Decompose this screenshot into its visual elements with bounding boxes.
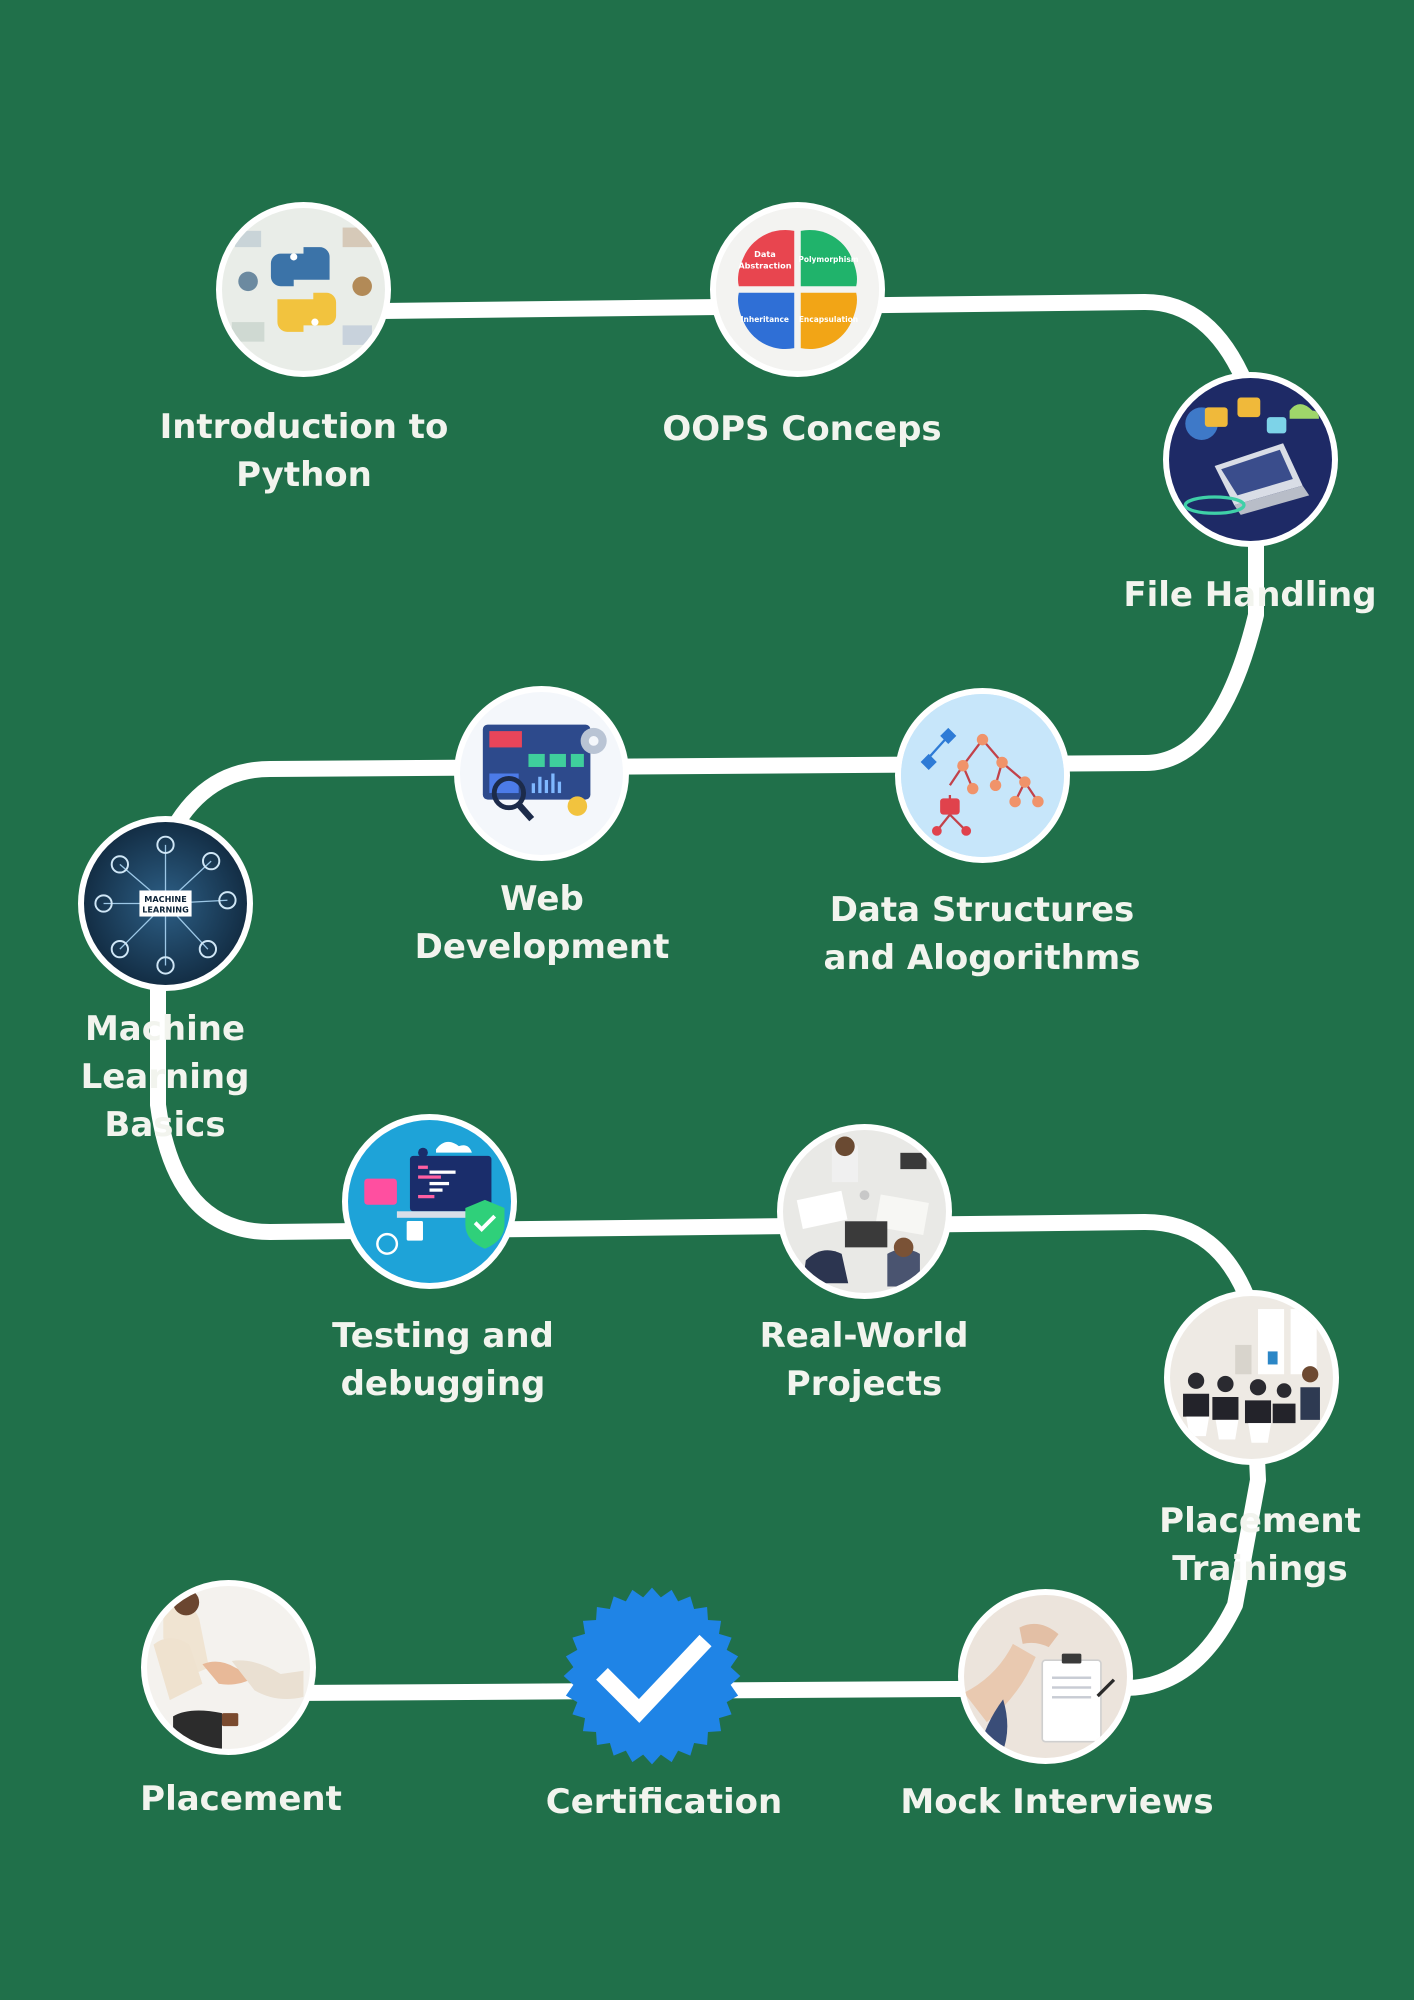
svg-text:Polymorphism: Polymorphism [798,255,858,264]
step-label: Certification [545,1782,783,1822]
svg-text:Encapsulation: Encapsulation [799,315,858,324]
step-label: Web Development [414,879,670,967]
laptop-folders-icon [1163,372,1338,547]
oops-quadrant-icon: Data Abstraction Polymorphism Inheritanc… [710,202,885,377]
code-testing-icon [342,1114,517,1289]
web-dashboard-icon [454,686,629,861]
svg-text:MACHINE: MACHINE [144,894,187,904]
step-label: Placement [140,1779,342,1819]
step-label: Machine Learning Basics [80,1009,250,1145]
handshake-photo-icon [141,1580,316,1755]
step-label: Mock Interviews [900,1782,1214,1822]
training-session-photo-icon [1164,1290,1339,1465]
interview-clipboard-photo-icon [958,1589,1133,1764]
svg-text:Abstraction: Abstraction [738,260,791,270]
step-label: File Handling [1123,575,1377,615]
svg-text:Data: Data [754,249,776,259]
step-label: Real-World Projects [759,1316,969,1404]
verified-badge-icon [560,1584,744,1768]
tree-graph-icon [895,688,1070,863]
step-label: Data Structures and Alogorithms [823,890,1141,978]
step-label: Placement Trainings [1159,1501,1361,1589]
step-label: Introduction to Python [159,407,449,495]
step-label: Testing and debugging [332,1316,554,1404]
python-logo-icon [216,202,391,377]
step-label: OOPS Conceps [662,409,942,449]
svg-text:Inheritance: Inheritance [741,315,789,324]
machine-learning-network-icon: MACHINE LEARNING [78,816,253,991]
svg-text:LEARNING: LEARNING [142,904,189,914]
team-desk-photo-icon [777,1124,952,1299]
